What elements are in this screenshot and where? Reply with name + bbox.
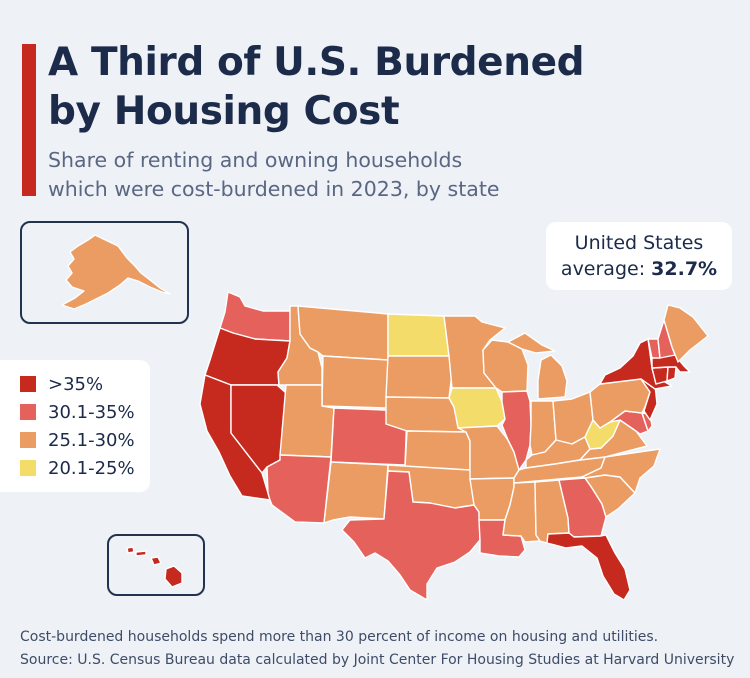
- legend-item-30-35: 30.1-35%: [20, 398, 150, 426]
- state-florida: [546, 532, 631, 601]
- legend-label: 25.1-30%: [48, 429, 135, 451]
- legend-swatch: [20, 460, 36, 476]
- average-label: average:: [560, 258, 652, 280]
- average-line: average: 32.7%: [546, 256, 732, 282]
- legend-item-20-25: 20.1-25%: [20, 454, 150, 482]
- chart-title: A Third of U.S. Burdened by Housing Cost: [48, 38, 688, 136]
- state-wisconsin: [482, 339, 529, 393]
- state-wyoming: [321, 355, 389, 409]
- footnote: Cost-burdened households spend more than…: [20, 626, 740, 672]
- state-north-dakota: [387, 313, 450, 357]
- legend-item-25-30: 25.1-30%: [20, 426, 150, 454]
- average-value: 32.7%: [651, 258, 718, 280]
- legend-label: 20.1-25%: [48, 457, 135, 479]
- state-arizona: [266, 454, 332, 524]
- state-texas: [341, 470, 481, 601]
- chart-subtitle: Share of renting and owning households w…: [48, 146, 688, 204]
- legend-label: 30.1-35%: [48, 401, 135, 423]
- average-caption: United States: [574, 232, 704, 254]
- state-hawaii-oahu: [126, 546, 135, 554]
- state-michigan: [507, 332, 568, 400]
- footnote-definition: Cost-burdened households spend more than…: [20, 629, 659, 645]
- state-north-carolina: [581, 448, 661, 494]
- legend-swatch: [20, 376, 36, 392]
- state-iowa: [448, 387, 506, 429]
- map-legend: >35% 30.1-35% 25.1-30% 20.1-25%: [0, 360, 150, 492]
- footnote-source: Source: U.S. Census Bureau data calculat…: [20, 652, 735, 668]
- state-hawaii-molokai: [135, 550, 147, 557]
- state-new-mexico: [323, 461, 389, 524]
- state-kansas: [404, 430, 471, 471]
- title-line-2: by Housing Cost: [48, 89, 400, 134]
- state-hawaii-main: [164, 565, 183, 588]
- state-south-dakota: [385, 355, 453, 399]
- subtitle-line-1: Share of renting and owning households: [48, 148, 463, 172]
- legend-swatch: [20, 404, 36, 420]
- state-rhode-island: [666, 366, 677, 382]
- subtitle-line-2: which were cost-burdened in 2023, by sta…: [48, 177, 500, 201]
- legend-label: >35%: [48, 373, 104, 395]
- state-hawaii-maui: [150, 556, 162, 566]
- state-maine: [663, 304, 709, 363]
- legend-item-over-35: >35%: [20, 370, 150, 398]
- us-average-callout: United States average: 32.7%: [546, 222, 732, 290]
- legend-swatch: [20, 432, 36, 448]
- state-alaska: [61, 234, 171, 310]
- title-line-1: A Third of U.S. Burdened: [48, 40, 585, 85]
- title-accent-bar: [22, 44, 36, 196]
